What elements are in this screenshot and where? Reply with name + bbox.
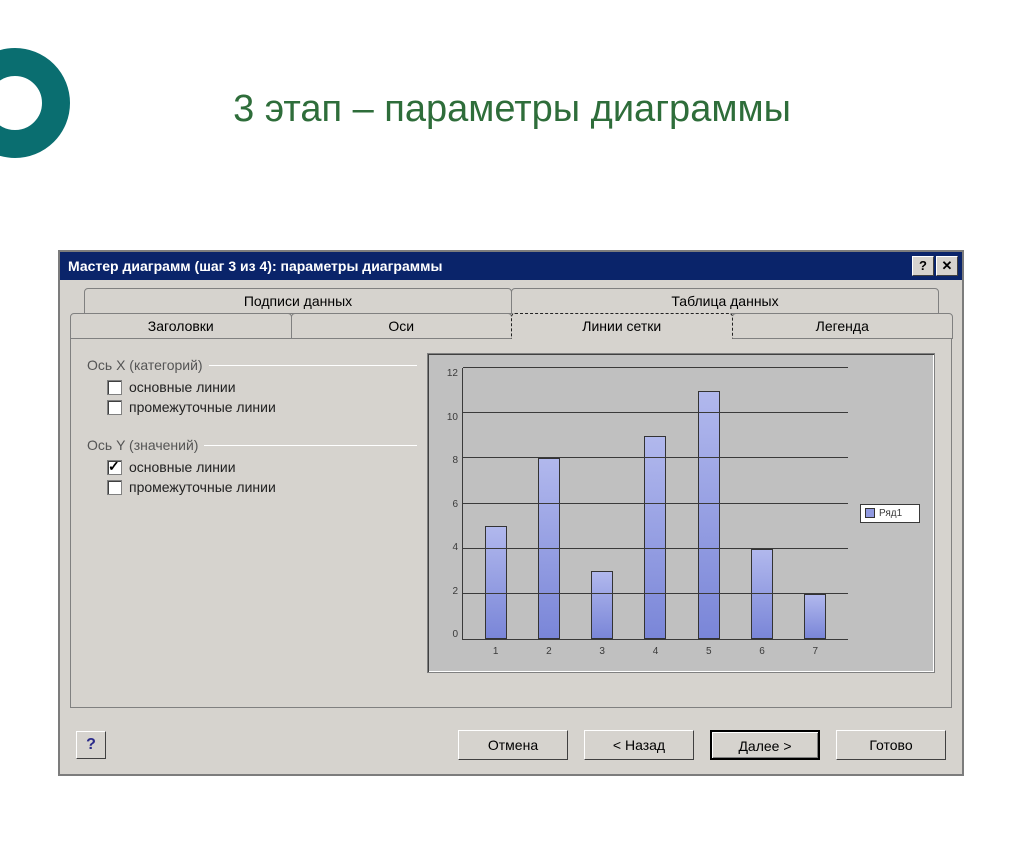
tab-data-labels[interactable]: Подписи данных (84, 288, 512, 314)
chart-preview: 121086420 1234567 Ряд1 (427, 353, 935, 673)
tab-gridlines[interactable]: Линии сетки (511, 313, 733, 339)
chart-bar (538, 458, 560, 639)
group-y-label: Ось Y (значений) (87, 437, 417, 453)
chart-x-labels: 1234567 (463, 646, 848, 657)
chart-wizard-dialog: Мастер диаграмм (шаг 3 из 4): параметры … (58, 250, 964, 776)
check-y-major-label: основные линии (129, 459, 236, 475)
check-x-major[interactable]: основные линии (107, 379, 417, 395)
options-column: Ось X (категорий) основные линии промежу… (87, 353, 417, 693)
titlebar-text: Мастер диаграмм (шаг 3 из 4): параметры … (68, 258, 910, 274)
checkbox-y-major[interactable] (107, 460, 122, 475)
check-y-minor-label: промежуточные линии (129, 479, 276, 495)
legend-swatch (865, 508, 875, 518)
legend-label: Ряд1 (879, 508, 902, 519)
group-x-label: Ось X (категорий) (87, 357, 417, 373)
check-x-minor[interactable]: промежуточные линии (107, 399, 417, 415)
chart-plot-area: 1234567 (462, 368, 848, 640)
checkbox-x-major[interactable] (107, 380, 122, 395)
tabs-row-front: Заголовки Оси Линии сетки Легенда (70, 313, 952, 339)
next-button[interactable]: Далее > (710, 730, 820, 760)
tab-data-table[interactable]: Таблица данных (511, 288, 939, 314)
close-button[interactable]: ✕ (936, 256, 958, 276)
chart-legend: Ряд1 (860, 504, 920, 523)
help-titlebar-button[interactable]: ? (912, 256, 934, 276)
check-x-minor-label: промежуточные линии (129, 399, 276, 415)
chart-bar (644, 436, 666, 639)
preview-column: 121086420 1234567 Ряд1 (417, 353, 935, 693)
checkbox-x-minor[interactable] (107, 400, 122, 415)
slide-title: 3 этап – параметры диаграммы (0, 88, 1024, 131)
titlebar: Мастер диаграмм (шаг 3 из 4): параметры … (60, 252, 962, 280)
button-row: ? Отмена < Назад Далее > Готово (60, 720, 962, 774)
chart-bars (463, 368, 848, 639)
slide-decor-circle (0, 48, 70, 158)
group-y-text: Ось Y (значений) (87, 437, 198, 453)
help-button[interactable]: ? (76, 731, 106, 759)
check-x-major-label: основные линии (129, 379, 236, 395)
group-x-text: Ось X (категорий) (87, 357, 203, 373)
tabs-row-back: Подписи данных Таблица данных (84, 288, 938, 314)
chart-bar (804, 594, 826, 639)
chart-bar (485, 526, 507, 639)
dialog-body: Подписи данных Таблица данных Заголовки … (60, 280, 962, 720)
chart-bar (591, 571, 613, 639)
check-y-minor[interactable]: промежуточные линии (107, 479, 417, 495)
finish-button[interactable]: Готово (836, 730, 946, 760)
tab-panel-gridlines: Ось X (категорий) основные линии промежу… (70, 338, 952, 708)
tab-legend[interactable]: Легенда (732, 313, 954, 339)
tab-axes[interactable]: Оси (291, 313, 513, 339)
cancel-button[interactable]: Отмена (458, 730, 568, 760)
tab-titles[interactable]: Заголовки (70, 313, 292, 339)
back-button[interactable]: < Назад (584, 730, 694, 760)
chart-y-labels: 121086420 (442, 368, 462, 640)
check-y-major[interactable]: основные линии (107, 459, 417, 475)
chart-bar (698, 391, 720, 639)
checkbox-y-minor[interactable] (107, 480, 122, 495)
